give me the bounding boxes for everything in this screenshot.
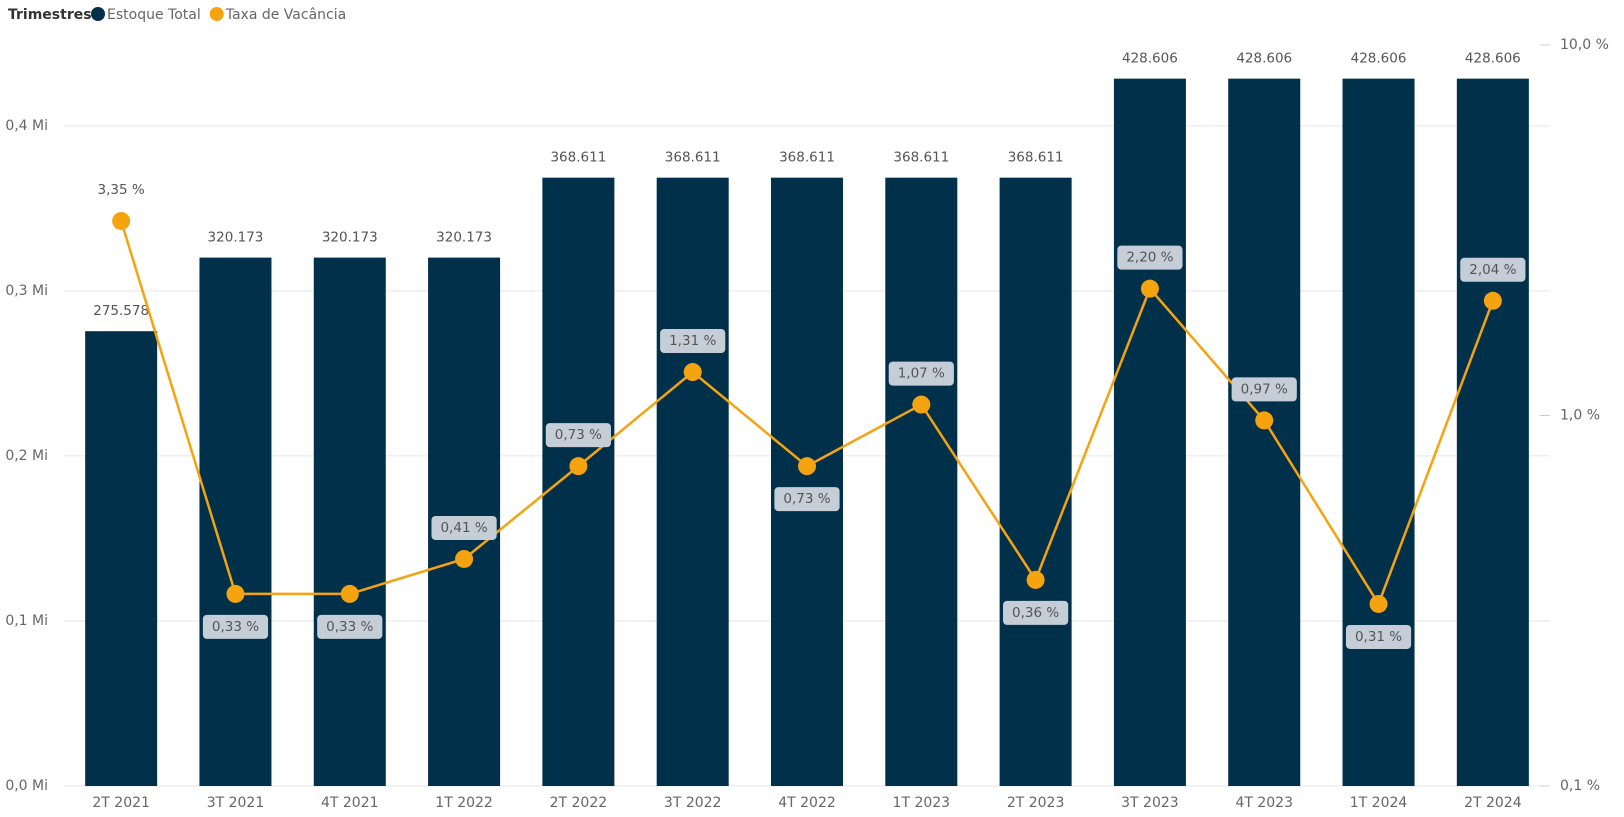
- line-point: [1140, 279, 1159, 298]
- value-label-bg: [202, 614, 269, 639]
- bar: [199, 257, 272, 787]
- value-label-bg: [1460, 257, 1526, 282]
- value-label-bg: [660, 329, 726, 354]
- line-value-label: 0,31 %: [1355, 629, 1402, 645]
- x-tick-label: 3T 2021: [207, 795, 265, 811]
- line-value-label: 0,33 %: [326, 619, 373, 635]
- bar-value-label: 320.173: [436, 230, 492, 246]
- y2-tick-label: 10,0 %: [1560, 37, 1609, 53]
- x-tick-label: 2T 2023: [1007, 795, 1065, 811]
- line-point: [1369, 594, 1388, 613]
- x-tick-label: 1T 2022: [435, 795, 493, 811]
- value-label-bg: [317, 614, 383, 639]
- line-value-label: 0,36 %: [1012, 605, 1059, 621]
- value-label-bg: [1003, 600, 1069, 625]
- legend-title: Trimestres: [8, 7, 92, 23]
- bar: [656, 177, 729, 786]
- value-label-bg: [1345, 624, 1412, 649]
- bar-value-label: 368.611: [1008, 150, 1064, 166]
- legend-marker: [91, 7, 105, 21]
- line-point: [1255, 411, 1274, 430]
- y-tick-label: 0,2 Mi: [5, 448, 48, 464]
- x-tick-label: 3T 2022: [664, 795, 722, 811]
- bar: [1113, 78, 1186, 786]
- y-tick-label: 0,0 Mi: [5, 778, 48, 794]
- bar-value-label: 368.611: [893, 150, 949, 166]
- line-point: [455, 549, 474, 568]
- x-tick-label: 4T 2023: [1235, 795, 1293, 811]
- line-point: [226, 584, 245, 603]
- x-tick-label: 2T 2024: [1464, 795, 1522, 811]
- legend-label: Taxa de Vacância: [225, 7, 346, 23]
- x-tick-label: 4T 2022: [778, 795, 836, 811]
- bar-value-label: 320.173: [322, 230, 378, 246]
- y-tick-label: 0,1 Mi: [5, 613, 48, 629]
- bar: [1342, 78, 1415, 786]
- bar: [85, 331, 158, 786]
- line-point: [340, 584, 359, 603]
- line-point: [798, 457, 816, 476]
- y2-tick-label: 0,1 %: [1560, 778, 1600, 794]
- line-value-label: 1,07 %: [898, 366, 945, 382]
- bar: [1228, 78, 1301, 786]
- value-label-bg: [431, 515, 497, 540]
- value-label-bg: [888, 361, 954, 386]
- bar: [770, 177, 844, 786]
- line-value-label: 3,35 %: [98, 182, 145, 198]
- x-tick-label: 3T 2023: [1121, 795, 1179, 811]
- bar-value-label: 428.606: [1122, 51, 1178, 67]
- x-tick-label: 4T 2021: [321, 795, 379, 811]
- line-point: [112, 211, 131, 230]
- bar: [313, 257, 386, 787]
- line-value-label: 2,20 %: [1126, 250, 1173, 266]
- x-tick-label: 1T 2024: [1350, 795, 1408, 811]
- line-value-label: 0,41 %: [440, 520, 487, 536]
- bar-value-label: 428.606: [1465, 51, 1521, 67]
- value-label-bg: [774, 487, 840, 512]
- x-tick-label: 1T 2023: [893, 795, 951, 811]
- bar: [542, 177, 615, 786]
- legend-label: Estoque Total: [107, 7, 201, 23]
- line-point: [569, 457, 588, 476]
- line-value-label: 0,73 %: [555, 427, 602, 443]
- bar: [885, 177, 958, 786]
- line-value-label: 0,73 %: [783, 491, 830, 507]
- bar-value-label: 275.578: [93, 303, 149, 319]
- bar-value-label: 368.611: [779, 150, 835, 166]
- line-value-label: 0,33 %: [212, 619, 259, 635]
- x-tick-label: 2T 2022: [550, 795, 608, 811]
- value-label-bg: [545, 423, 611, 448]
- y-tick-label: 0,3 Mi: [5, 283, 48, 299]
- line-value-label: 2,04 %: [1469, 262, 1516, 278]
- bar: [1456, 78, 1529, 786]
- bar-value-label: 368.611: [550, 150, 606, 166]
- y2-tick-label: 1,0 %: [1560, 408, 1600, 424]
- x-tick-label: 2T 2021: [92, 795, 150, 811]
- legend-marker: [209, 7, 224, 21]
- value-label-bg: [1231, 377, 1297, 402]
- line-point: [683, 363, 702, 382]
- line-point: [1026, 570, 1045, 589]
- y-tick-label: 0,4 Mi: [5, 118, 48, 134]
- value-label-bg: [1117, 245, 1183, 270]
- bar-value-label: 320.173: [208, 230, 264, 246]
- bar-value-label: 428.606: [1351, 51, 1407, 67]
- bar-value-label: 428.606: [1236, 51, 1292, 67]
- line-point: [1483, 291, 1502, 310]
- line-point: [912, 395, 931, 414]
- bar: [999, 177, 1072, 786]
- bar-value-label: 368.611: [665, 150, 721, 166]
- line-value-label: 0,97 %: [1241, 381, 1288, 397]
- line-value-label: 1,31 %: [669, 333, 716, 349]
